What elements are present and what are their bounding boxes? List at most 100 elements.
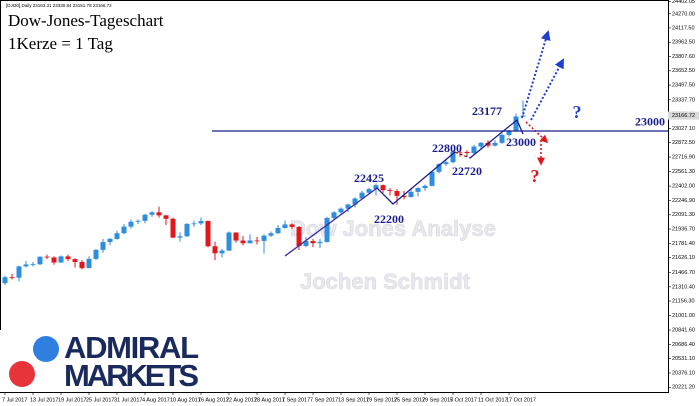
candle-body (163, 215, 169, 219)
chart-subtitle: 1Kerze = 1 Tag (8, 34, 113, 53)
y-tick-label: 23652.50 (672, 68, 695, 74)
trend-line (284, 187, 378, 257)
candle-body (79, 261, 85, 269)
logo-text: MARKETS (64, 358, 199, 393)
candle-body (156, 212, 162, 216)
candle-body (51, 257, 57, 263)
y-tick-label: 20221.20 (672, 385, 695, 391)
candle-body (359, 192, 365, 199)
candle-body (324, 217, 330, 242)
candle-body (478, 142, 484, 147)
x-tick-label: 25 Jul 2017 (86, 397, 114, 403)
candle-body (44, 256, 50, 258)
logo-text: ADMIRAL (64, 330, 199, 365)
candle-body (212, 246, 218, 254)
candle-body (296, 226, 302, 246)
candle-body (233, 232, 239, 241)
y-tick-label: 23497.50 (672, 83, 695, 89)
chart-title: Dow-Jones-Tageschart (8, 11, 164, 30)
y-tick-label: 23807.60 (672, 54, 695, 60)
candle-body (205, 220, 211, 247)
logo-circle (33, 336, 59, 362)
candle-body (37, 256, 43, 265)
scenario-arrow (525, 121, 549, 144)
candle-body (464, 151, 470, 154)
x-tick-label: 1 Sep 2017 (282, 397, 310, 403)
candle-body (408, 191, 414, 198)
x-tick-label: 7 Jul 2017 (2, 397, 27, 403)
y-tick-label: 21156.30 (672, 298, 695, 304)
trend-line (376, 151, 456, 205)
candle-body (282, 224, 288, 229)
candles (2, 100, 526, 286)
y-tick-label: 22872.50 (672, 140, 695, 146)
candle-body (429, 171, 435, 186)
candle-body (366, 189, 372, 193)
y-tick-label: 20686.40 (672, 342, 695, 348)
candle-body (520, 115, 526, 117)
candle-body (513, 116, 519, 132)
y-tick-label: 20376.10 (672, 370, 695, 376)
y-tick-label: 22716.90 (672, 155, 695, 161)
x-tick-label: 31 Jul 2017 (114, 397, 142, 403)
x-tick-label: 19 Jul 2017 (58, 397, 86, 403)
annotation: 22200 (374, 212, 404, 226)
x-tick-label: 25 Sep 2017 (394, 397, 425, 403)
candle-body (184, 223, 190, 237)
x-tick-label: 13 Sep 2017 (338, 397, 369, 403)
scenario-arrow (521, 30, 551, 119)
candle-body (450, 151, 456, 163)
candle-body (422, 185, 428, 189)
watermark: Dow Jones Analyse Jochen Schmidt (290, 216, 496, 295)
candle-body (58, 256, 64, 263)
candle-body (30, 264, 36, 266)
candle-body (254, 240, 260, 242)
candle-body (177, 236, 183, 238)
candle-body (387, 190, 393, 192)
candle-body (114, 233, 120, 239)
candle-body (16, 266, 22, 278)
y-tick-label: 20531.10 (672, 356, 695, 362)
candle-body (380, 185, 386, 191)
candle-body (121, 226, 127, 234)
candle-body (401, 195, 407, 198)
candle-body (310, 241, 316, 244)
watermark-text: Dow Jones Analyse (290, 216, 496, 241)
candle-body (198, 220, 204, 224)
candle-body (72, 259, 78, 262)
watermark-text: Jochen Schmidt (300, 269, 471, 294)
candle-body (394, 191, 400, 196)
annotation: 23000 (506, 135, 536, 149)
candle-body (499, 134, 505, 143)
candle-body (345, 204, 351, 209)
candle-body (135, 220, 141, 222)
y-tick-label: 21466.70 (672, 270, 695, 276)
candle-body (142, 214, 148, 221)
y-tick-label: 22402.00 (672, 184, 695, 190)
candle-body (415, 188, 421, 192)
candle-body (191, 223, 197, 225)
y-tick-label: 21001.00 (672, 313, 695, 319)
y-tick-label: 21626.10 (672, 255, 695, 261)
candle-body (317, 241, 323, 244)
candle-body (2, 277, 8, 284)
trend-line (469, 118, 524, 159)
annotation: ? (531, 166, 540, 186)
candle-body (226, 232, 232, 251)
candle-body (338, 208, 344, 213)
x-tick-label: 19 Sep 2017 (366, 397, 397, 403)
candle-body (436, 164, 442, 172)
logo-circle (9, 361, 35, 387)
y-tick-label: 22246.90 (672, 198, 695, 204)
y-tick-label: 20841.60 (672, 328, 695, 334)
annotation: 22720 (452, 164, 482, 178)
candle-body (240, 240, 246, 244)
y-tick-label: 24402.05 (672, 0, 695, 5)
price-marker (668, 111, 699, 120)
x-tick-label: 7 Sep 2017 (310, 397, 338, 403)
y-tick-label: 21936.70 (672, 227, 695, 233)
candle-body (23, 264, 29, 267)
candle-body (506, 131, 512, 135)
price-marker-label: 23166.72 (672, 113, 695, 119)
